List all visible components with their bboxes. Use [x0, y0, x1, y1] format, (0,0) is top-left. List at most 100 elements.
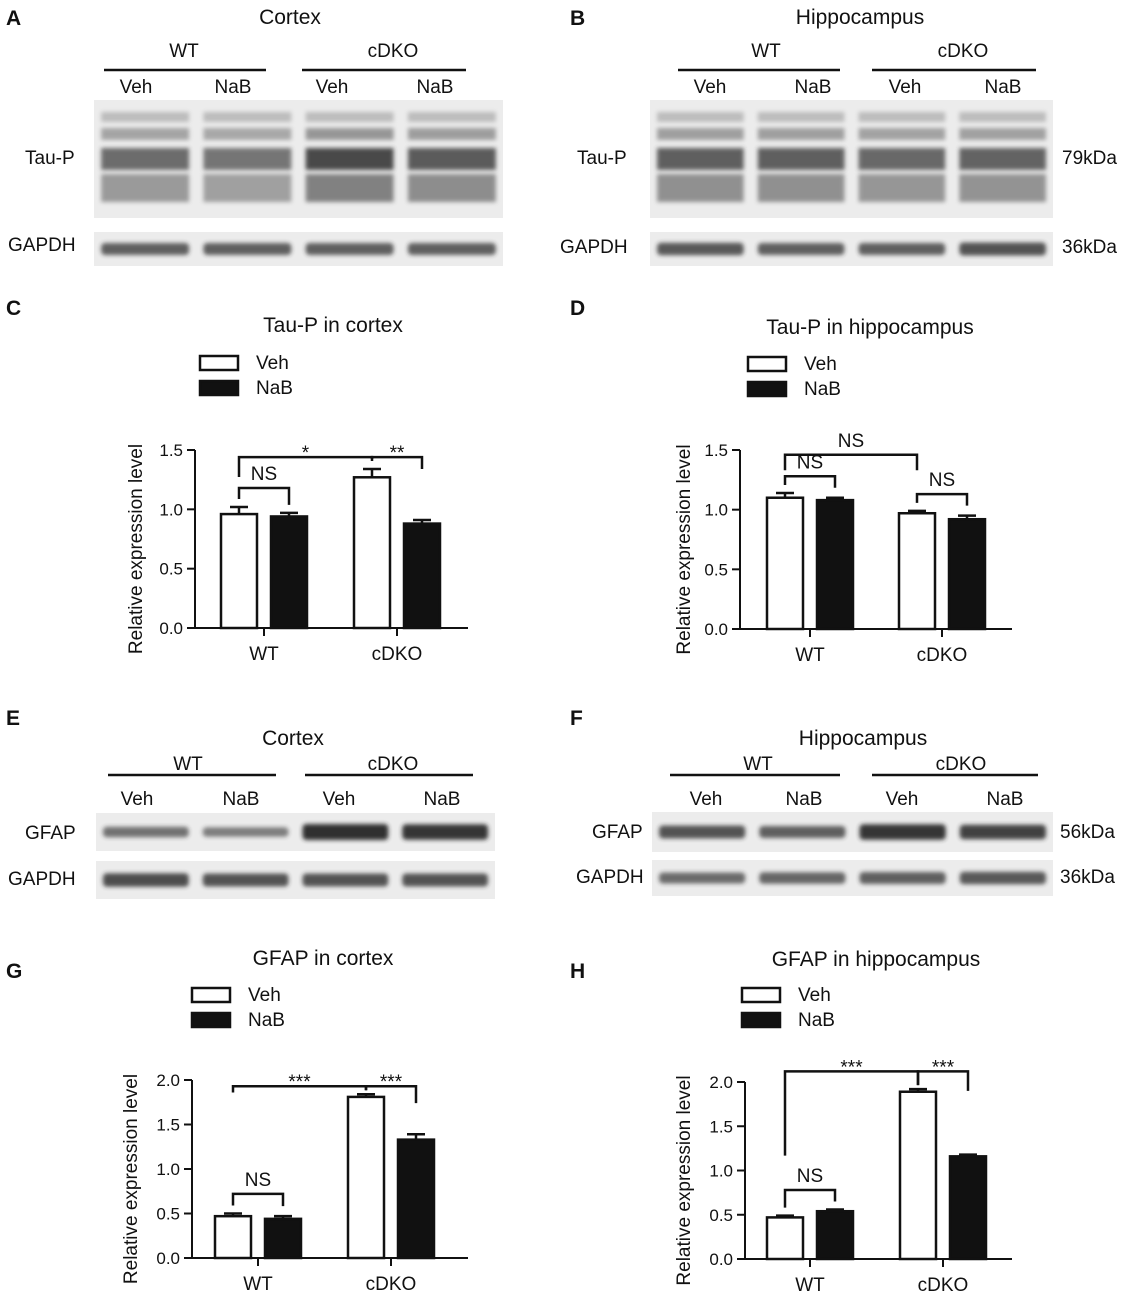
lane-label: Veh — [694, 77, 727, 98]
y-tick-label: 1.0 — [704, 501, 728, 520]
y-tick-label: 1.5 — [704, 441, 728, 460]
y-tick-label: 0.5 — [156, 1205, 180, 1224]
bar — [765, 1216, 805, 1261]
bar — [947, 517, 987, 631]
y-tick-label: 0.0 — [159, 619, 183, 638]
band — [407, 174, 496, 202]
bar — [269, 515, 309, 630]
significance-label: * — [302, 443, 310, 464]
legend-swatch — [740, 986, 782, 1004]
x-tick-label: WT — [795, 645, 825, 666]
blot-row-label: Tau-P — [577, 148, 627, 169]
band — [101, 243, 190, 255]
band — [858, 128, 946, 140]
group-label: WT — [751, 41, 781, 62]
band — [203, 243, 292, 255]
legend-label: NaB — [804, 379, 841, 400]
band — [302, 824, 389, 840]
group-label: WT — [169, 41, 199, 62]
band — [203, 148, 292, 170]
band — [659, 825, 746, 839]
band — [101, 112, 190, 122]
band — [305, 148, 394, 170]
band — [305, 174, 394, 202]
chart-panel-D: D Tau-P in hippocampus Veh NaB 0.0 0.5 1.0 1.5 R… — [570, 297, 1012, 666]
bar — [948, 1155, 988, 1261]
blot-title: Hippocampus — [796, 6, 924, 29]
panel-letter: G — [6, 960, 22, 983]
bar — [213, 1214, 253, 1260]
band — [305, 243, 394, 255]
y-tick-label: 0.0 — [709, 1250, 733, 1269]
blot-panel-B: B Hippocampus WT cDKO Veh NaB Veh NaB Tau-P 79kDa… — [560, 6, 1117, 266]
lane-label: NaB — [795, 77, 832, 98]
x-tick-label: cDKO — [918, 1275, 969, 1296]
y-tick-label: 0.5 — [709, 1206, 733, 1225]
lane-label: NaB — [417, 77, 454, 98]
band — [202, 873, 289, 887]
blot-row-label: GAPDH — [8, 869, 76, 890]
band — [858, 148, 946, 170]
y-axis-label: Relative expression level — [674, 444, 695, 654]
group-label: cDKO — [368, 754, 419, 775]
band — [959, 824, 1046, 840]
blot-row-label: GFAP — [25, 823, 76, 844]
band — [959, 242, 1046, 256]
band — [101, 148, 190, 170]
y-tick-label: 0.0 — [156, 1249, 180, 1268]
significance-label: NS — [797, 1166, 823, 1187]
panel-letter: A — [6, 7, 21, 30]
band — [402, 873, 489, 887]
molecular-weight-label: 56kDa — [1060, 822, 1115, 843]
significance-label: *** — [288, 1072, 311, 1093]
y-tick-label: 1.0 — [159, 500, 183, 519]
significance-label: NS — [245, 1170, 271, 1191]
band — [757, 243, 845, 255]
band — [757, 112, 845, 122]
legend-label: Veh — [248, 985, 281, 1006]
lane-label: Veh — [121, 789, 154, 810]
band — [859, 872, 946, 884]
band — [657, 112, 744, 122]
significance-label: NS — [797, 452, 823, 473]
significance-label: *** — [840, 1057, 863, 1078]
legend-label: Veh — [798, 985, 831, 1006]
band — [959, 148, 1046, 170]
y-tick-label: 1.5 — [156, 1116, 180, 1135]
band — [202, 827, 289, 837]
y-tick-label: 2.0 — [709, 1073, 733, 1092]
lane-label: NaB — [223, 789, 260, 810]
band — [407, 148, 496, 170]
band — [657, 174, 744, 202]
band — [407, 243, 496, 255]
blot-panel-A: A Cortex WT cDKO Veh NaB Veh NaB Tau-P GAPDH — [6, 6, 503, 266]
lane-label: Veh — [120, 77, 153, 98]
group-label: cDKO — [936, 754, 987, 775]
chart-panel-H: H GFAP in hippocampus Veh NaB 0.0 0.5 1.0 1.5 2.… — [570, 948, 1012, 1296]
x-tick-label: cDKO — [366, 1274, 417, 1295]
legend-swatch — [198, 354, 240, 372]
bar — [402, 522, 442, 630]
band — [757, 148, 845, 170]
band — [101, 174, 190, 202]
y-axis-label: Relative expression level — [121, 1074, 142, 1284]
band — [659, 872, 746, 884]
x-tick-label: cDKO — [917, 645, 968, 666]
chart-title: GFAP in cortex — [253, 947, 394, 970]
band — [858, 174, 946, 202]
blot-panel-E: E Cortex WT cDKO Veh NaB Veh NaB GFAP GAPDH — [6, 707, 495, 899]
band — [858, 112, 946, 122]
blot-title: Cortex — [262, 727, 324, 750]
band — [302, 873, 389, 887]
lane-label: Veh — [886, 789, 919, 810]
comparison-bracket-veh — [783, 1070, 920, 1156]
bar — [897, 511, 937, 631]
band — [101, 128, 190, 140]
panel-letter: D — [570, 297, 585, 320]
bar — [815, 498, 855, 631]
y-tick-label: 2.0 — [156, 1071, 180, 1090]
y-axis-label: Relative expression level — [674, 1075, 695, 1285]
blot-title: Hippocampus — [799, 727, 927, 750]
legend-label: NaB — [798, 1010, 835, 1031]
band — [759, 872, 846, 884]
